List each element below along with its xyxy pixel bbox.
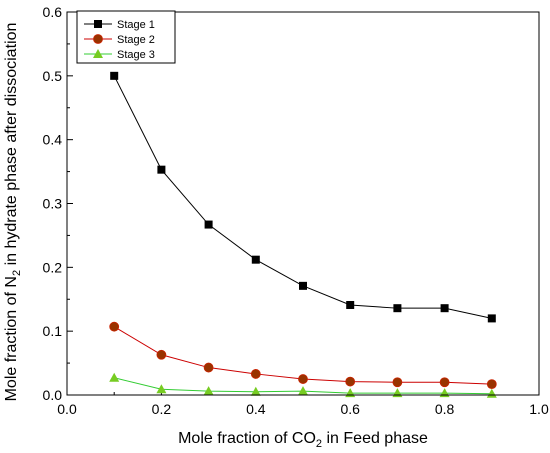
data-point-stage-2 [345,376,356,387]
data-point-stage-1 [204,220,213,229]
data-point-stage-2 [392,377,403,388]
y-tick-label: 0.6 [43,4,63,20]
data-point-stage-3 [250,386,261,396]
data-point-stage-2 [486,379,497,390]
data-point-stage-1 [157,165,166,174]
legend: Stage 1 Stage 2 Stage 3 [76,10,176,64]
y-axis-title: Mole fraction of N2 in hydrate phase aft… [3,23,23,402]
x-tick-label: 1.0 [529,401,549,417]
data-point-stage-3 [156,384,167,394]
data-point-stage-2 [109,321,120,332]
data-point-stage-2 [439,377,450,388]
legend-items: Stage 1 Stage 2 Stage 3 [84,19,155,61]
data-point-stage-3 [203,386,214,396]
x-tick-label: 0.0 [57,401,77,417]
x-tick-label: 0.8 [435,401,455,417]
data-point-stage-1 [299,281,307,290]
y-tick-label: 0.1 [43,323,63,339]
legend-label: Stage 1 [117,19,155,31]
legend-label: Stage 3 [117,49,155,61]
data-point-stage-1 [487,314,496,323]
data-point-stage-2 [203,362,214,373]
series-lines [113,75,492,395]
legend-label: Stage 2 [117,34,155,46]
legend-marker [93,34,103,44]
data-point-stage-3 [298,386,308,396]
axis-ticks: 0.0 0.2 0.4 0.6 0.8 1.0 0.0 0.1 0.2 0.3 0.4 0.5 0.6 [43,4,549,417]
data-point-stage-1 [110,71,119,80]
data-point-stage-1 [346,300,355,309]
y-tick-label: 0.4 [43,132,63,148]
data-point-stage-1 [251,255,260,264]
data-point-stage-2 [298,374,308,384]
data-point-stage-1 [440,304,449,313]
x-tick-label: 0.2 [152,401,172,417]
data-point-stage-2 [156,349,167,360]
plot-frame [66,11,540,396]
x-tick-label: 0.6 [340,401,360,417]
legend-marker [94,20,102,28]
data-point-stage-2 [250,369,261,379]
y-tick-label: 0.0 [43,387,63,403]
y-tick-label: 0.5 [43,68,63,84]
y-tick-label: 0.2 [43,259,63,275]
data-point-stage-1 [393,304,402,313]
data-point-stage-3 [109,372,120,382]
x-axis-title: Mole fraction of CO2 in Feed phase [178,430,428,450]
series-markers [109,71,497,398]
x-tick-label: 0.4 [246,401,266,417]
legend-marker [93,49,103,58]
y-tick-label: 0.3 [43,196,63,212]
